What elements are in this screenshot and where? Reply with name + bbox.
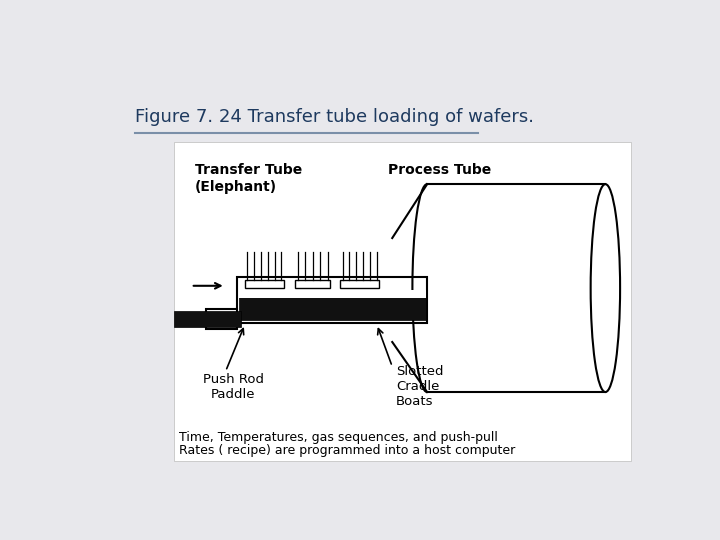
Bar (174, 142, 631, 461)
Polygon shape (392, 184, 427, 392)
Text: Slotted
Cradle
Boats: Slotted Cradle Boats (396, 365, 444, 408)
Text: Rates ( recipe) are programmed into a host computer: Rates ( recipe) are programmed into a ho… (179, 444, 516, 457)
Bar (295, 280, 330, 288)
Text: Time, Temperatures, gas sequences, and push-pull: Time, Temperatures, gas sequences, and p… (179, 430, 498, 443)
Bar (341, 280, 379, 288)
Bar (174, 311, 241, 327)
Bar (206, 309, 238, 329)
Bar (239, 291, 426, 298)
Bar (238, 276, 427, 323)
Ellipse shape (590, 184, 620, 392)
Bar (427, 184, 606, 392)
Text: Process Tube: Process Tube (388, 164, 492, 177)
Text: Push Rod
Paddle: Push Rod Paddle (203, 373, 264, 401)
Text: Transfer Tube
(Elephant): Transfer Tube (Elephant) (194, 164, 302, 193)
Bar (239, 291, 426, 320)
Text: Figure 7. 24 Transfer tube loading of wafers.: Figure 7. 24 Transfer tube loading of wa… (135, 108, 534, 126)
Bar (245, 280, 284, 288)
